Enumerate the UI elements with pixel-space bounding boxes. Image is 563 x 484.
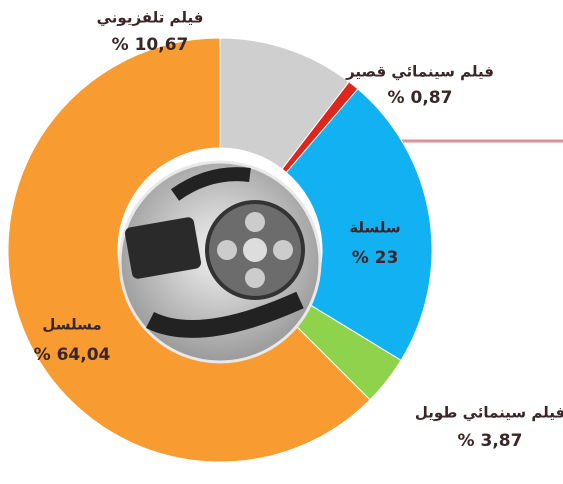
chart: فيلم تلفزيوني % 10,67 فيلم سينمائي قصير % 0… [0, 0, 563, 484]
category-label: فيلم سينمائي قصير [345, 63, 494, 81]
category-label: فيلم سينمائي طويل [415, 404, 563, 422]
category-label: مسلسل [42, 316, 101, 334]
value-label: % 3,87 [458, 431, 523, 451]
center-image [120, 162, 320, 362]
category-label: سلسلة [349, 219, 400, 237]
category-label: فيلم تلفزيوني [97, 9, 204, 27]
value-label: % 0,87 [388, 88, 453, 108]
value-label: % 64,04 [34, 345, 111, 365]
value-label: % 23 [352, 248, 399, 268]
value-label: % 10,67 [112, 35, 189, 55]
